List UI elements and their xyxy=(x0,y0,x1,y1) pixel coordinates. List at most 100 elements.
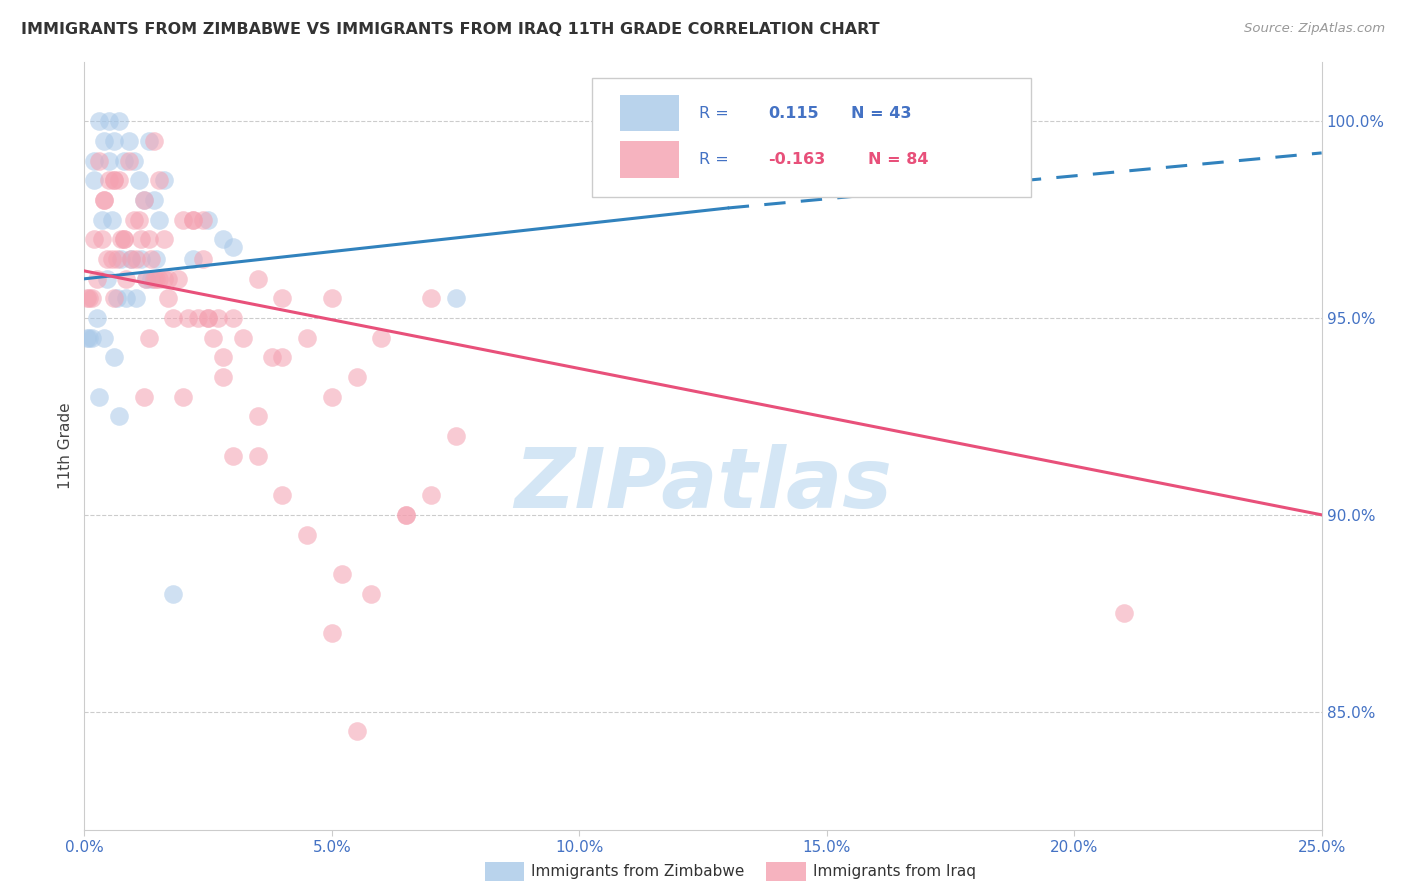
Point xyxy=(132,193,155,207)
Point xyxy=(321,390,343,404)
Point xyxy=(145,252,167,267)
Point xyxy=(103,173,125,187)
Point xyxy=(142,272,165,286)
Point xyxy=(108,173,131,187)
Point xyxy=(105,292,128,306)
Point xyxy=(157,272,180,286)
Point xyxy=(98,173,121,187)
Point xyxy=(112,232,135,246)
Point xyxy=(89,153,111,168)
Point xyxy=(79,331,101,345)
Point xyxy=(132,390,155,404)
Point xyxy=(110,252,132,267)
Point xyxy=(103,351,125,365)
Point xyxy=(80,331,103,345)
Bar xyxy=(620,141,679,178)
Point xyxy=(76,292,98,306)
Point xyxy=(330,566,353,581)
Point xyxy=(222,311,245,326)
Point xyxy=(98,114,121,128)
Point xyxy=(125,252,148,267)
Point xyxy=(246,409,269,424)
Point xyxy=(115,292,138,306)
Point xyxy=(120,252,142,267)
Point xyxy=(105,252,128,267)
Point xyxy=(90,212,112,227)
Point xyxy=(93,331,115,345)
Point xyxy=(444,429,467,443)
Point xyxy=(152,272,174,286)
Point xyxy=(295,331,318,345)
Point xyxy=(138,331,160,345)
Point xyxy=(103,292,125,306)
Point xyxy=(197,311,219,326)
Point xyxy=(100,212,122,227)
Point xyxy=(148,173,170,187)
Point xyxy=(181,212,204,227)
Point xyxy=(246,449,269,463)
Text: Immigrants from Iraq: Immigrants from Iraq xyxy=(813,864,976,879)
Point xyxy=(103,134,125,148)
Point xyxy=(232,331,254,345)
Point xyxy=(181,252,204,267)
Point xyxy=(89,114,111,128)
Point xyxy=(90,232,112,246)
Point xyxy=(167,272,190,286)
Text: R =: R = xyxy=(699,106,740,121)
Point xyxy=(262,351,284,365)
Point xyxy=(157,292,180,306)
Point xyxy=(122,212,145,227)
Point xyxy=(86,311,108,326)
FancyBboxPatch shape xyxy=(592,78,1031,197)
Point xyxy=(162,311,184,326)
Point xyxy=(108,409,131,424)
Point xyxy=(207,311,229,326)
Point xyxy=(86,272,108,286)
Point xyxy=(395,508,418,522)
Point xyxy=(138,134,160,148)
Point xyxy=(103,173,125,187)
Point xyxy=(110,232,132,246)
Y-axis label: 11th Grade: 11th Grade xyxy=(58,402,73,490)
Point xyxy=(142,134,165,148)
Point xyxy=(370,331,392,345)
Point xyxy=(177,311,200,326)
Point xyxy=(152,232,174,246)
Point xyxy=(93,134,115,148)
Point xyxy=(191,212,214,227)
Point xyxy=(246,272,269,286)
Text: -0.163: -0.163 xyxy=(769,153,825,168)
Text: IMMIGRANTS FROM ZIMBABWE VS IMMIGRANTS FROM IRAQ 11TH GRADE CORRELATION CHART: IMMIGRANTS FROM ZIMBABWE VS IMMIGRANTS F… xyxy=(21,22,880,37)
Point xyxy=(197,311,219,326)
Point xyxy=(135,272,157,286)
Point xyxy=(346,724,368,739)
Point xyxy=(93,193,115,207)
Text: Immigrants from Zimbabwe: Immigrants from Zimbabwe xyxy=(531,864,745,879)
Point xyxy=(145,272,167,286)
Point xyxy=(112,232,135,246)
Text: 0.115: 0.115 xyxy=(769,106,820,121)
Point xyxy=(115,272,138,286)
Point xyxy=(79,292,101,306)
Point xyxy=(360,586,382,600)
Text: Source: ZipAtlas.com: Source: ZipAtlas.com xyxy=(1244,22,1385,36)
Point xyxy=(222,240,245,254)
Text: N = 43: N = 43 xyxy=(852,106,912,121)
Point xyxy=(83,153,105,168)
Point xyxy=(212,370,235,384)
Point xyxy=(142,193,165,207)
Point xyxy=(187,311,209,326)
Point xyxy=(89,390,111,404)
Point xyxy=(271,488,294,502)
Point xyxy=(181,212,204,227)
Point xyxy=(172,212,194,227)
Point xyxy=(76,331,98,345)
Point xyxy=(129,232,152,246)
Point xyxy=(148,212,170,227)
Point xyxy=(212,351,235,365)
Point xyxy=(96,252,118,267)
Point xyxy=(128,173,150,187)
Text: R =: R = xyxy=(699,153,734,168)
Point xyxy=(202,331,225,345)
Point xyxy=(93,193,115,207)
